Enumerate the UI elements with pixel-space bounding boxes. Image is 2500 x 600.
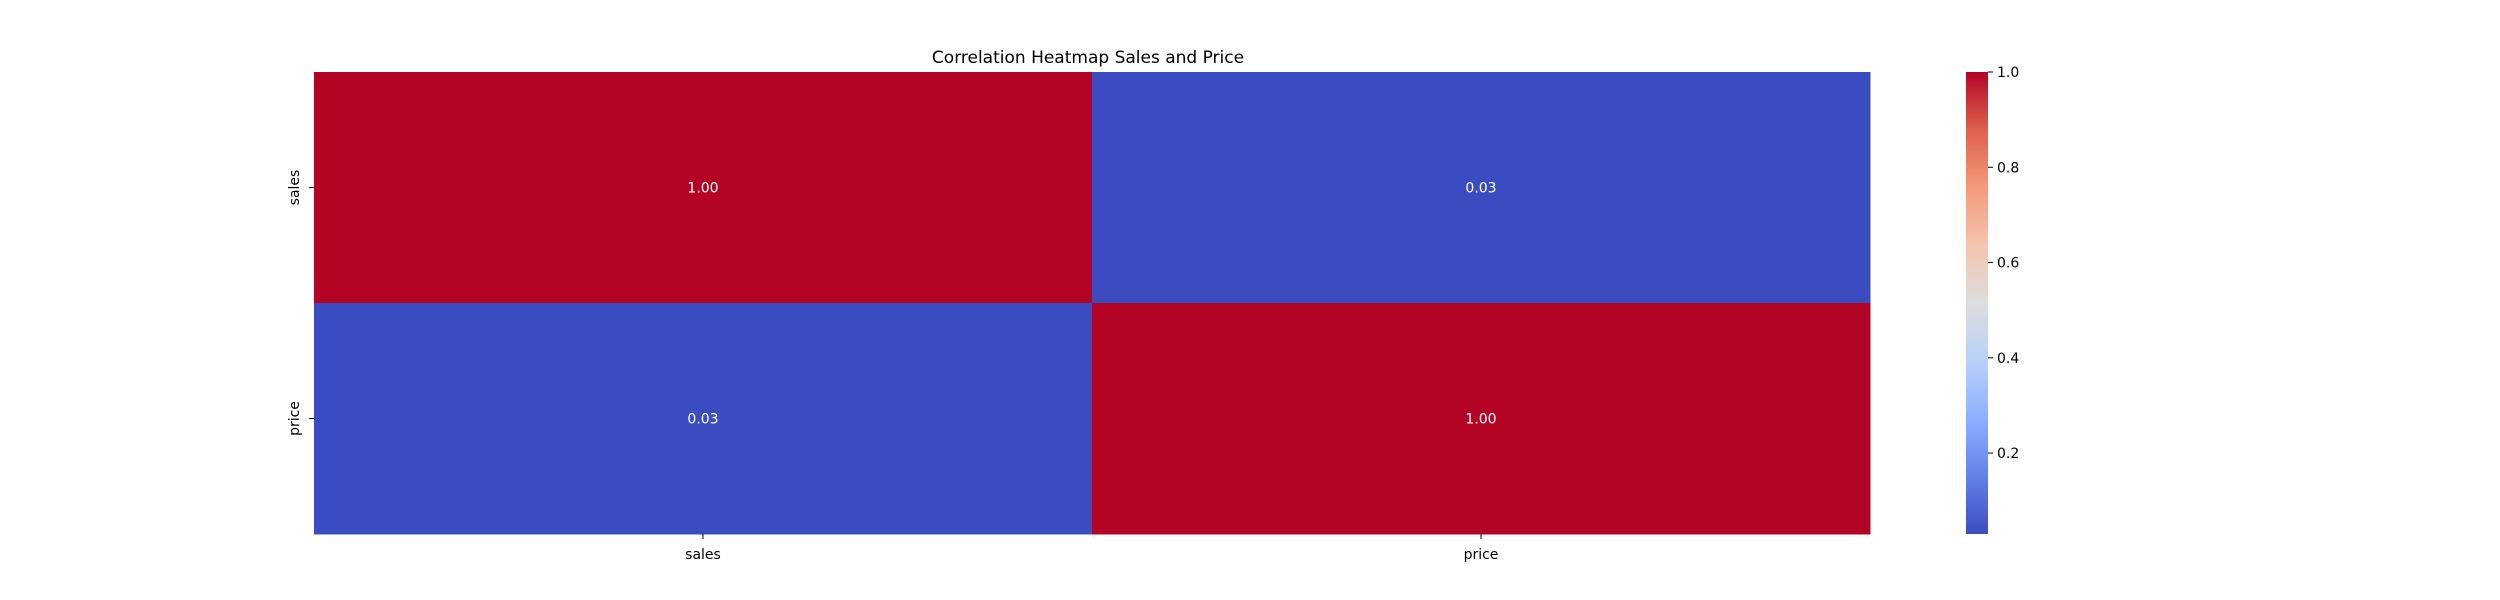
heatmap-cell-sales-sales — [314, 72, 1093, 304]
cell-value-price-sales: 0.03 — [687, 412, 718, 428]
heatmap-cell-sales-price — [1092, 72, 1871, 304]
cell-value-sales-price: 0.03 — [1465, 181, 1496, 197]
chart-title: Correlation Heatmap Sales and Price — [932, 48, 1244, 68]
y-tick-label-sales: sales — [287, 170, 303, 206]
heatmap-cell-price-price — [1092, 303, 1871, 535]
cell-value-sales-sales: 1.00 — [687, 181, 718, 197]
heatmap-cell-price-sales — [314, 303, 1093, 535]
colorbar-tick-label-0.4: 0.4 — [1997, 351, 2019, 367]
y-tick-label-price: price — [287, 401, 303, 436]
colorbar-tick-label-0.8: 0.8 — [1997, 160, 2019, 176]
colorbar-tick-label-0.6: 0.6 — [1997, 256, 2019, 272]
colorbar — [1966, 72, 1988, 534]
colorbar-tick-label-0.2: 0.2 — [1997, 446, 2019, 462]
cell-value-price-price: 1.00 — [1465, 412, 1496, 428]
x-tick-label-sales: sales — [685, 547, 721, 563]
x-tick-label-price: price — [1464, 547, 1499, 563]
colorbar-tick-label-1: 1.0 — [1997, 65, 2019, 81]
